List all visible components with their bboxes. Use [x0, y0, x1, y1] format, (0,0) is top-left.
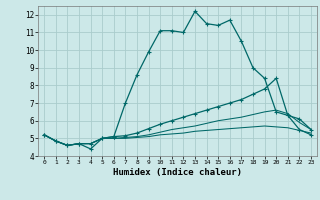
- X-axis label: Humidex (Indice chaleur): Humidex (Indice chaleur): [113, 168, 242, 177]
